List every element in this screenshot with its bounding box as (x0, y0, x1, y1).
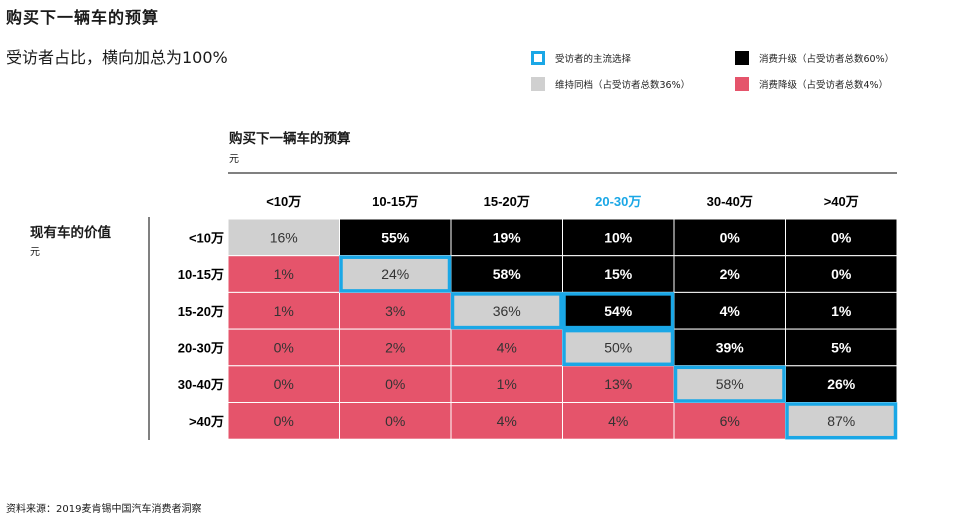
cell-value-label: 0% (274, 413, 294, 429)
heatmap-cell (339, 218, 452, 257)
heatmap-cell (227, 328, 340, 367)
cell-value-label: 4% (497, 339, 517, 355)
legend-item-upgrade: 消费升级（占受访者总数60%） (735, 51, 894, 65)
legend-swatch-upgrade (735, 51, 749, 65)
column-header: 10-15万 (372, 194, 418, 209)
cell-value-label: 1% (831, 303, 852, 319)
legend-label-downgrade: 消费降级（占受访者总数4%） (759, 80, 889, 91)
heatmap-cell (562, 365, 675, 403)
heatmap-cell (673, 218, 786, 257)
heatmap-cell (227, 255, 340, 293)
heatmap-cell (339, 255, 452, 293)
heatmap-cell (673, 291, 786, 330)
cell-value-label: 3% (385, 303, 405, 319)
cell-value-label: 36% (493, 303, 521, 319)
legend-label-upgrade: 消费升级（占受访者总数60%） (759, 54, 895, 65)
mainstream-highlight (562, 292, 675, 330)
mainstream-highlight (673, 365, 786, 403)
cell-value-label: 4% (720, 303, 741, 319)
column-header: <10万 (266, 194, 301, 209)
cell-value-label: 87% (827, 413, 855, 429)
cell-value-label: 1% (274, 266, 294, 282)
row-header: >40万 (189, 414, 224, 429)
cell-value-label: 39% (716, 339, 745, 355)
heatmap-cell (339, 291, 452, 330)
chart-x-unit: 元 (229, 154, 239, 165)
mainstream-highlight (339, 255, 452, 293)
heatmap-cell (227, 402, 340, 440)
heatmap-cell (227, 365, 340, 403)
cell-value-label: 4% (608, 413, 628, 429)
row-axis-title: 现有车的价值 (30, 225, 111, 241)
cell-value-label: 0% (274, 376, 294, 392)
cell-value-label: 10% (604, 229, 633, 245)
cell-value-label: 15% (604, 266, 633, 282)
heatmap-cell (673, 328, 786, 367)
row-header: 30-40万 (178, 377, 224, 392)
cell-value-label: 0% (385, 413, 405, 429)
row-header: 10-15万 (178, 267, 224, 282)
legend-swatch-downgrade (735, 77, 749, 91)
heatmap-cell (450, 365, 563, 403)
cell-value-label: 55% (381, 229, 410, 245)
column-header: 20-30万 (595, 194, 641, 209)
legend-item-downgrade: 消费降级（占受访者总数4%） (735, 77, 888, 91)
cell-value-label: 1% (497, 376, 517, 392)
column-header: 30-40万 (707, 194, 753, 209)
cell-value-label: 4% (497, 413, 517, 429)
cell-value-label: 54% (604, 303, 633, 319)
row-header: 20-30万 (178, 340, 224, 355)
legend-label-mainstream: 受访者的主流选择 (555, 54, 632, 65)
cell-value-label: 58% (493, 266, 522, 282)
page-title: 购买下一辆车的预算 (6, 8, 160, 27)
cell-value-label: 2% (720, 266, 741, 282)
cell-value-label: 0% (720, 229, 741, 245)
heatmap-cell (450, 402, 563, 440)
row-header: <10万 (189, 230, 224, 245)
legend-label-same: 维持同档（占受访者总数36%） (555, 80, 691, 91)
legend-item-same: 维持同档（占受访者总数36%） (531, 77, 690, 91)
cell-value-label: 24% (381, 266, 409, 282)
cell-value-label: 19% (493, 229, 522, 245)
page-subtitle: 受访者占比，横向加总为100% (6, 48, 228, 67)
legend-item-mainstream: 受访者的主流选择 (531, 51, 631, 65)
mainstream-highlight (450, 292, 563, 330)
cell-value-label: 0% (274, 339, 294, 355)
mainstream-highlight (562, 328, 675, 367)
cell-value-label: 1% (274, 303, 294, 319)
cell-value-label: 16% (270, 229, 298, 245)
heatmap-cell (673, 255, 786, 293)
legend-swatch-same (531, 77, 545, 91)
heatmap-cell (785, 218, 898, 257)
legend-swatch-mainstream (531, 51, 545, 65)
heatmap-cell (562, 218, 675, 257)
row-axis-unit: 元 (30, 247, 40, 258)
row-header: 15-20万 (178, 304, 224, 319)
heatmap-cell (450, 218, 563, 257)
chart-title: 购买下一辆车的预算 (229, 131, 351, 147)
cell-value-label: 0% (385, 376, 405, 392)
column-header: 15-20万 (484, 194, 530, 209)
heatmap-cell (339, 365, 452, 403)
heatmap-cell (785, 291, 898, 330)
mainstream-highlight (785, 402, 898, 440)
heatmap-cell (227, 291, 340, 330)
cell-value-label: 50% (604, 339, 632, 355)
heatmap-cell (562, 255, 675, 293)
cell-value-label: 26% (827, 376, 856, 392)
cell-value-label: 13% (604, 376, 632, 392)
heatmap-cell (673, 402, 786, 440)
cell-value-label: 2% (385, 339, 405, 355)
cell-value-label: 6% (720, 413, 740, 429)
heatmap-cell (785, 255, 898, 293)
cell-value-label: 0% (831, 229, 852, 245)
source-footnote: 资料来源：2019麦肯锡中国汽车消费者洞察 (6, 504, 202, 515)
cell-value-label: 58% (716, 376, 744, 392)
cell-value-label: 5% (831, 339, 852, 355)
cell-value-label: 0% (831, 266, 852, 282)
column-header: >40万 (824, 194, 859, 209)
